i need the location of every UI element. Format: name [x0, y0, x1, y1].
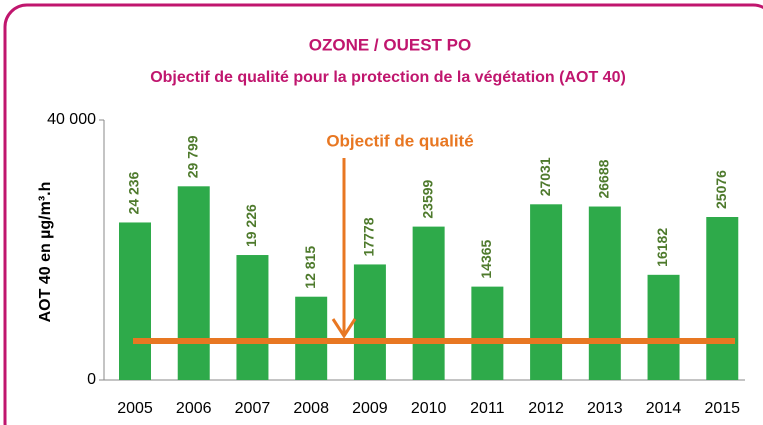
data-label: 24 236 — [126, 171, 142, 214]
chart-title: OZONE / OUEST PO — [309, 35, 471, 54]
bar — [471, 286, 504, 380]
bar — [706, 217, 739, 380]
x-tick-label: 2007 — [235, 400, 271, 417]
x-tick-label: 2012 — [528, 400, 564, 417]
data-label: 19 226 — [243, 204, 259, 247]
data-label: 16182 — [654, 228, 670, 267]
x-tick-label: 2008 — [293, 400, 329, 417]
x-tick-label: 2014 — [646, 400, 682, 417]
x-tick-label: 2005 — [117, 400, 153, 417]
data-label: 23599 — [419, 179, 435, 218]
x-tick-label: 2006 — [176, 400, 212, 417]
bar — [236, 255, 269, 380]
x-tick-label: 2009 — [352, 400, 388, 417]
annotation-arrowhead — [331, 318, 357, 339]
frame — [3, 3, 763, 425]
bar — [119, 222, 151, 380]
bar — [412, 226, 445, 380]
y-tick-label: 0 — [87, 371, 96, 388]
data-label: 26688 — [596, 159, 612, 198]
data-label: 17778 — [361, 217, 377, 256]
x-tick-label: 2015 — [704, 400, 740, 417]
bar — [353, 264, 386, 380]
data-label: 27031 — [537, 157, 553, 196]
data-label: 29 799 — [184, 135, 200, 178]
y-axis-label: AOT 40 en µg/m³.h — [37, 182, 54, 323]
x-tick-label: 2013 — [587, 400, 623, 417]
annotation: Objectif de qualité — [326, 131, 473, 150]
data-label: 14365 — [478, 239, 494, 278]
x-tick-label: 2010 — [411, 400, 447, 417]
y-tick-label: 40 000 — [47, 111, 96, 128]
chart-subtitle: Objectif de qualité pour la protection d… — [150, 69, 626, 86]
x-tick-label: 2011 — [470, 400, 505, 417]
data-label: 25076 — [713, 170, 729, 209]
bar — [177, 186, 210, 380]
bar — [530, 204, 563, 380]
bar — [588, 206, 621, 380]
data-label: 12 815 — [302, 246, 318, 289]
bar — [647, 274, 680, 380]
